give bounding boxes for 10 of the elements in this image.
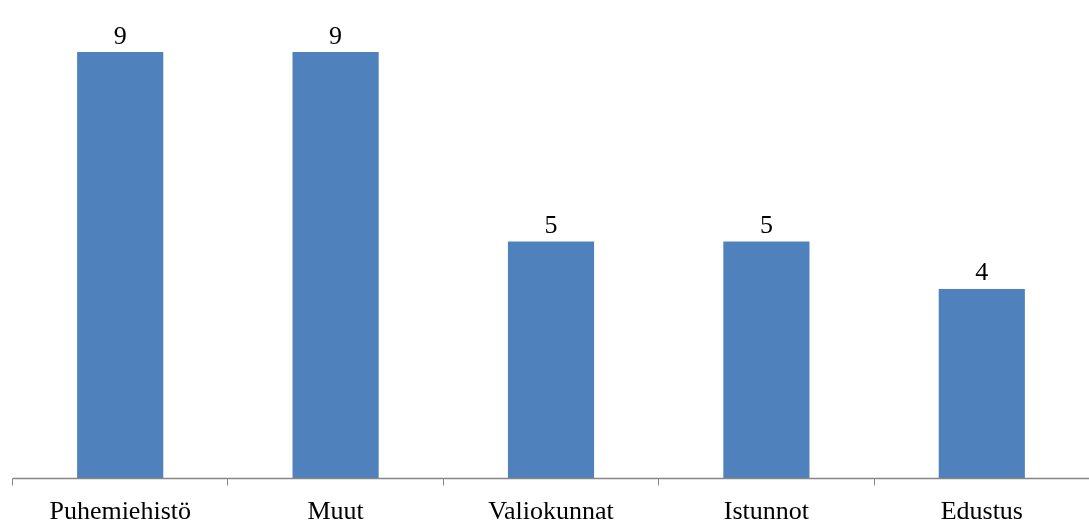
x-tick-label: Istunnot: [723, 495, 810, 525]
data-label: 5: [544, 210, 558, 240]
data-label: 5: [759, 210, 773, 240]
data-label: 9: [113, 20, 127, 50]
x-tick-label: Muut: [307, 495, 365, 525]
x-tick-label: Edustus: [940, 495, 1023, 525]
data-label: 4: [975, 257, 989, 287]
x-tick-label: Puhemiehistö: [49, 495, 191, 525]
x-tick-label: Valiokunnat: [488, 495, 615, 525]
data-label: 9: [329, 20, 343, 50]
